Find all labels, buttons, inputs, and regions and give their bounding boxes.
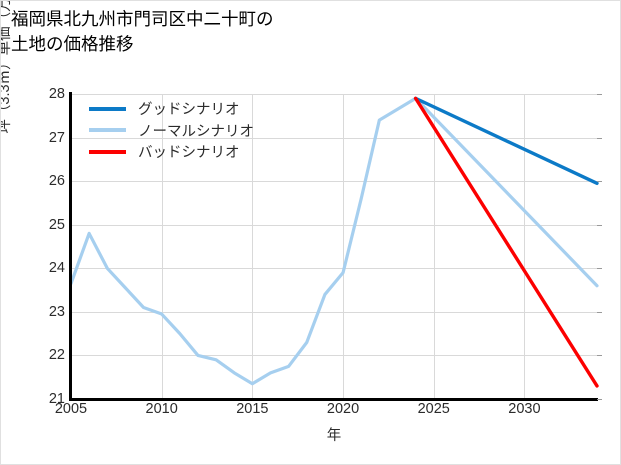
y-tick-label: 26	[48, 173, 65, 190]
y-tick-label: 25	[48, 216, 65, 233]
legend-item-label: グッドシナリオ	[138, 102, 240, 119]
x-tick-label: 2010	[145, 401, 178, 417]
gridline-horizontal	[71, 311, 597, 313]
gridline-horizontal	[71, 181, 597, 183]
y-tick-label: 21	[48, 391, 65, 407]
x-tick-label: 2030	[508, 401, 541, 417]
series-line	[413, 96, 599, 186]
y-tick-mark	[597, 311, 602, 313]
y-axis-label: 坪（3.3㎡）単価（万円）	[0, 0, 13, 134]
legend-item[interactable]: ノーマルシナリオ	[89, 120, 299, 142]
gridline-horizontal	[71, 355, 597, 357]
legend-swatch-icon	[89, 149, 126, 154]
x-axis-label: 年	[326, 428, 342, 444]
chart-title: 福岡県北九州市門司区中二十町の 土地の価格推移	[11, 9, 274, 54]
y-tick-mark	[597, 94, 602, 95]
y-tick-mark	[597, 355, 602, 357]
y-axis-spine	[69, 92, 72, 401]
plot-area	[69, 94, 599, 400]
gridline-horizontal	[71, 94, 597, 95]
gridline-vertical	[524, 94, 526, 399]
y-tick-mark	[597, 399, 602, 400]
legend-item-label: ノーマルシナリオ	[138, 123, 254, 140]
y-tick-label: 24	[48, 260, 65, 277]
x-axis-spine	[69, 398, 598, 401]
y-tick-label: 22	[48, 347, 65, 364]
series-line	[413, 96, 599, 388]
legend-swatch-icon	[89, 106, 126, 111]
gridline-vertical	[433, 94, 435, 399]
legend-item[interactable]: グッドシナリオ	[89, 98, 299, 120]
legend-item[interactable]: バッドシナリオ	[89, 141, 299, 163]
gridline-vertical	[161, 94, 163, 399]
chart-legend: グッドシナリオ ノーマルシナリオ バッドシナリオ	[89, 98, 299, 163]
y-tick-mark	[597, 224, 602, 226]
gridline-horizontal	[71, 224, 597, 226]
series-lines	[69, 96, 599, 388]
x-tick-label: 2005	[54, 401, 88, 417]
gridline-vertical	[252, 94, 254, 399]
y-tick-label: 28	[48, 86, 65, 102]
y-tick-mark	[597, 137, 602, 139]
y-tick-mark	[597, 268, 602, 270]
legend-swatch-icon	[89, 128, 126, 133]
gridline-vertical	[343, 94, 345, 399]
y-tick-label: 23	[48, 303, 65, 320]
y-axis-ticks: 21 22 23 24 25 26 27 28	[1, 1, 602, 464]
gridline-vertical	[71, 94, 72, 399]
gridline-horizontal	[71, 268, 597, 270]
x-tick-label: 2020	[326, 401, 360, 417]
x-tick-label: 2025	[417, 401, 450, 417]
gridline-horizontal	[71, 137, 597, 139]
legend-item-label: バッドシナリオ	[138, 145, 240, 162]
y-tick-mark	[597, 181, 602, 183]
x-tick-label: 2015	[236, 401, 269, 417]
y-tick-label: 27	[48, 129, 65, 146]
series-line	[69, 96, 599, 386]
